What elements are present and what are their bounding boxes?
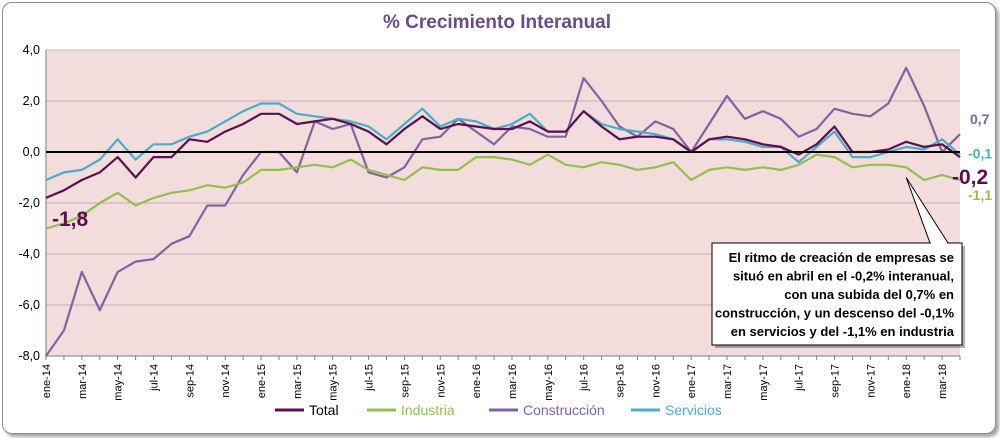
chart-title: % Crecimiento Interanual bbox=[383, 12, 611, 33]
series-line-industria bbox=[45, 153, 961, 230]
callout-text-line: situó en abril en el -0,2% interanual, bbox=[733, 269, 954, 284]
x-tick-label: sep-17 bbox=[830, 364, 842, 398]
x-tick-label: ene-17 bbox=[686, 364, 698, 398]
x-tick-label: nov-15 bbox=[435, 364, 447, 398]
x-tick-label: jul-16 bbox=[579, 364, 591, 392]
legend-label-servicios[interactable]: Servicios bbox=[665, 402, 722, 418]
x-tick-label: mar-18 bbox=[937, 364, 949, 399]
legend-label-total[interactable]: Total bbox=[309, 402, 339, 418]
x-tick-label: sep-16 bbox=[614, 364, 626, 398]
y-tick-label: 4,0 bbox=[23, 43, 40, 57]
x-axis: ene-14 mar-14 may-14 jul-14 sep-14 nov-14 ene-… bbox=[41, 356, 961, 401]
y-tick-label: 0,0 bbox=[23, 145, 40, 159]
x-tick-label: nov-14 bbox=[220, 364, 232, 398]
x-tick-label: may-17 bbox=[758, 364, 770, 401]
callout-text-line: con una subida del 0,7% en bbox=[784, 287, 954, 302]
legend[interactable]: Total Industria Construcción Servicios bbox=[275, 402, 722, 418]
y-tick-label: -8,0 bbox=[18, 349, 40, 363]
x-tick-label: sep-15 bbox=[399, 364, 411, 398]
x-tick-label: nov-16 bbox=[650, 364, 662, 398]
series-line-servicios bbox=[45, 102, 961, 182]
data-label-industria-last: -1,1 bbox=[968, 187, 992, 203]
data-label-total-first: -1,8 bbox=[52, 208, 89, 231]
x-tick-label: ene-15 bbox=[256, 364, 268, 398]
data-label-construccion-last: 0,7 bbox=[970, 111, 990, 127]
series-line-total bbox=[45, 110, 961, 199]
x-tick-label: ene-16 bbox=[471, 364, 483, 398]
data-label-servicios-last: -0,1 bbox=[968, 146, 992, 162]
x-tick-label: mar-17 bbox=[722, 364, 734, 399]
x-tick-label: mar-15 bbox=[292, 364, 304, 399]
callout-text-line: construcción, y un descenso del -0,1% bbox=[715, 306, 955, 321]
x-tick-label: jul-17 bbox=[794, 364, 806, 392]
y-tick-label: -6,0 bbox=[18, 298, 40, 312]
y-tick-label: 2,0 bbox=[23, 94, 40, 108]
callout-text-line: El ritmo de creación de empresas se bbox=[729, 250, 954, 265]
data-label-total-last: -0,2 bbox=[952, 166, 988, 189]
y-axis: 4,0 2,0 0,0 -2,0 -4,0 -6,0 -8,0 bbox=[18, 43, 960, 363]
x-tick-label: mar-14 bbox=[77, 364, 89, 399]
x-tick-label: mar-16 bbox=[507, 364, 519, 399]
callout-box bbox=[711, 242, 963, 346]
x-tick-label: nov-17 bbox=[865, 364, 877, 398]
x-tick-label: ene-14 bbox=[41, 364, 53, 398]
annotation-callout: El ritmo de creación de empresas se situó… bbox=[711, 177, 965, 348]
data-labels: -1,8 0,7 -0,1 -0,2-1,1 bbox=[52, 111, 992, 231]
legend-label-industria[interactable]: Industria bbox=[401, 402, 455, 418]
y-tick-label: -4,0 bbox=[18, 247, 40, 261]
x-tick-label: may-16 bbox=[543, 364, 555, 401]
callout-text-line: en servicios y del -1,1% en industria bbox=[731, 324, 955, 339]
x-tick-label: jul-15 bbox=[364, 364, 376, 392]
x-tick-label: may-14 bbox=[113, 364, 125, 401]
y-tick-label: -2,0 bbox=[18, 196, 40, 210]
legend-label-construcción[interactable]: Construcción bbox=[523, 402, 605, 418]
series-lines bbox=[45, 66, 961, 357]
series-line-construcción bbox=[45, 66, 961, 357]
x-tick-label: sep-14 bbox=[184, 364, 196, 398]
x-tick-label: ene-18 bbox=[901, 364, 913, 398]
x-tick-label: jul-14 bbox=[149, 364, 161, 392]
x-tick-label: may-15 bbox=[328, 364, 340, 401]
